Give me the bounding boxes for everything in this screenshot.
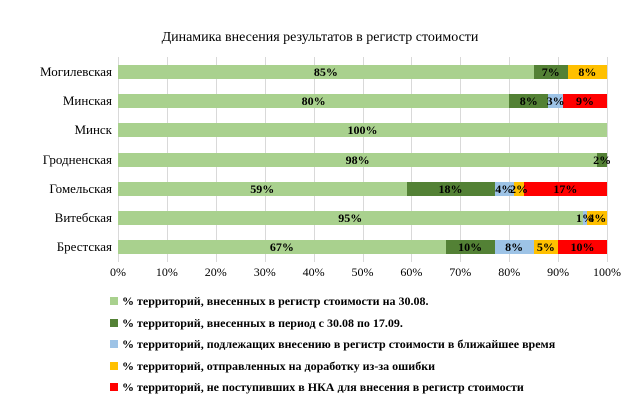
x-tick-label: 100% <box>593 265 621 279</box>
bar-segment: 95% <box>118 211 583 226</box>
x-tick-label: 0% <box>110 265 126 279</box>
segment-data-label: 4% <box>588 211 607 226</box>
bar-segment: 17% <box>523 181 607 196</box>
segment-data-label: 100% <box>347 123 378 138</box>
segment-data-label: 3% <box>546 93 565 108</box>
segment-data-label: 18% <box>438 181 463 196</box>
x-tick-label: 80% <box>498 265 521 279</box>
category-label: Гомельская <box>49 180 112 196</box>
segment-data-label: 10% <box>458 240 483 255</box>
category-label: Витебская <box>54 210 112 226</box>
legend-item: % территорий, подлежащих внесению в реги… <box>110 336 555 352</box>
legend-marker-icon <box>110 361 118 370</box>
bar-segment: 59% <box>118 181 407 196</box>
gridline <box>607 57 608 262</box>
legend-label: % территорий, подлежащих внесению в реги… <box>122 337 556 352</box>
bar-segment: 4% <box>587 211 607 226</box>
segment-data-label: 67% <box>269 240 294 255</box>
segment-data-label: 5% <box>536 240 555 255</box>
legend-marker-icon <box>110 340 118 349</box>
bar-row: 85% 7% 8% <box>118 64 607 79</box>
bar-segment: 2% <box>593 152 611 167</box>
segment-data-label: 59% <box>250 181 275 196</box>
bar-segment: 1% <box>576 211 594 226</box>
legend-marker-icon <box>110 383 118 392</box>
x-tick-label: 10% <box>155 265 178 279</box>
segment-data-label: 10% <box>570 240 595 255</box>
bar-row: 95% 1% 4% <box>118 211 607 226</box>
bar-segment: 9% <box>562 93 607 108</box>
segment-data-label: 9% <box>575 93 594 108</box>
x-tick-label: 20% <box>204 265 227 279</box>
legend-marker-icon <box>110 318 118 327</box>
x-tick-label: 40% <box>302 265 325 279</box>
chart-title: Динамика внесения результатов в регистр … <box>161 30 479 45</box>
bar-segment: 8% <box>509 93 549 108</box>
bar-row: 59% 18% 4% 2% 17% <box>118 181 607 196</box>
legend-item: % территорий, не поступивших в НКА для в… <box>110 379 524 395</box>
bar-segment: 2% <box>510 181 528 196</box>
legend-label: % территорий, внесенных в период с 30.08… <box>122 315 403 330</box>
x-tick-label: 60% <box>400 265 423 279</box>
segment-data-label: 4% <box>495 181 514 196</box>
x-tick-label: 90% <box>547 265 570 279</box>
category-label: Могилевская <box>40 63 112 79</box>
x-tick-label: 70% <box>449 265 472 279</box>
segment-data-label: 85% <box>313 64 338 79</box>
bar-segment: 8% <box>567 64 607 79</box>
x-tick-label: 30% <box>253 265 276 279</box>
bar-row: 100% <box>118 123 607 138</box>
bar-row: 98% 2% <box>118 152 611 167</box>
legend-item: % территорий, внесенных в регистр стоимо… <box>110 293 429 309</box>
category-label: Брестская <box>56 239 112 255</box>
legend-item: % территорий, отправленных на доработку … <box>110 358 435 374</box>
x-tick-label: 50% <box>351 265 374 279</box>
bar-segment: 5% <box>533 240 559 255</box>
segment-data-label: 1% <box>575 211 594 226</box>
segment-data-label: 95% <box>338 211 363 226</box>
legend-item: % территорий, внесенных в период с 30.08… <box>110 315 403 331</box>
segment-data-label: 2% <box>593 152 612 167</box>
segment-data-label: 8% <box>505 240 524 255</box>
segment-data-label: 17% <box>553 181 578 196</box>
bar-segment: 10% <box>558 240 607 255</box>
category-label: Гродненская <box>42 151 112 167</box>
bar-segment: 10% <box>445 240 495 255</box>
legend-label: % территорий, внесенных в регистр стоимо… <box>122 294 429 308</box>
legend-label: % территорий, не поступивших в НКА для в… <box>122 380 524 395</box>
segment-data-label: 8% <box>578 64 597 79</box>
bar-segment: 18% <box>406 181 495 196</box>
bar-row: 67% 10% 8% 5% 10% <box>118 240 607 255</box>
segment-data-label: 2% <box>509 181 528 196</box>
bar-segment: 3% <box>546 93 565 108</box>
bar-segment: 80% <box>118 93 510 108</box>
segment-data-label: 80% <box>301 93 326 108</box>
segment-data-label: 98% <box>345 152 370 167</box>
bar-segment: 8% <box>494 240 534 255</box>
bar-row: 80% 8% 3% 9% <box>118 93 607 108</box>
category-label: Минская <box>62 92 112 108</box>
bar-segment: 7% <box>533 64 568 79</box>
bar-segment: 100% <box>118 123 607 138</box>
category-label: Минск <box>74 122 112 138</box>
legend-label: % территорий, отправленных на доработку … <box>122 358 436 373</box>
bar-segment: 98% <box>118 152 598 167</box>
bar-segment: 67% <box>118 240 446 255</box>
segment-data-label: 7% <box>541 64 560 79</box>
segment-data-label: 8% <box>519 93 538 108</box>
bar-segment: 85% <box>118 64 534 79</box>
bar-segment: 4% <box>494 181 515 196</box>
legend-marker-icon <box>110 297 118 305</box>
plot-area: 85% 7% 8% 80% 8% 3% 9% 100% 98% 2% 59% 18% 4% 2% 17% 95… <box>118 57 611 262</box>
